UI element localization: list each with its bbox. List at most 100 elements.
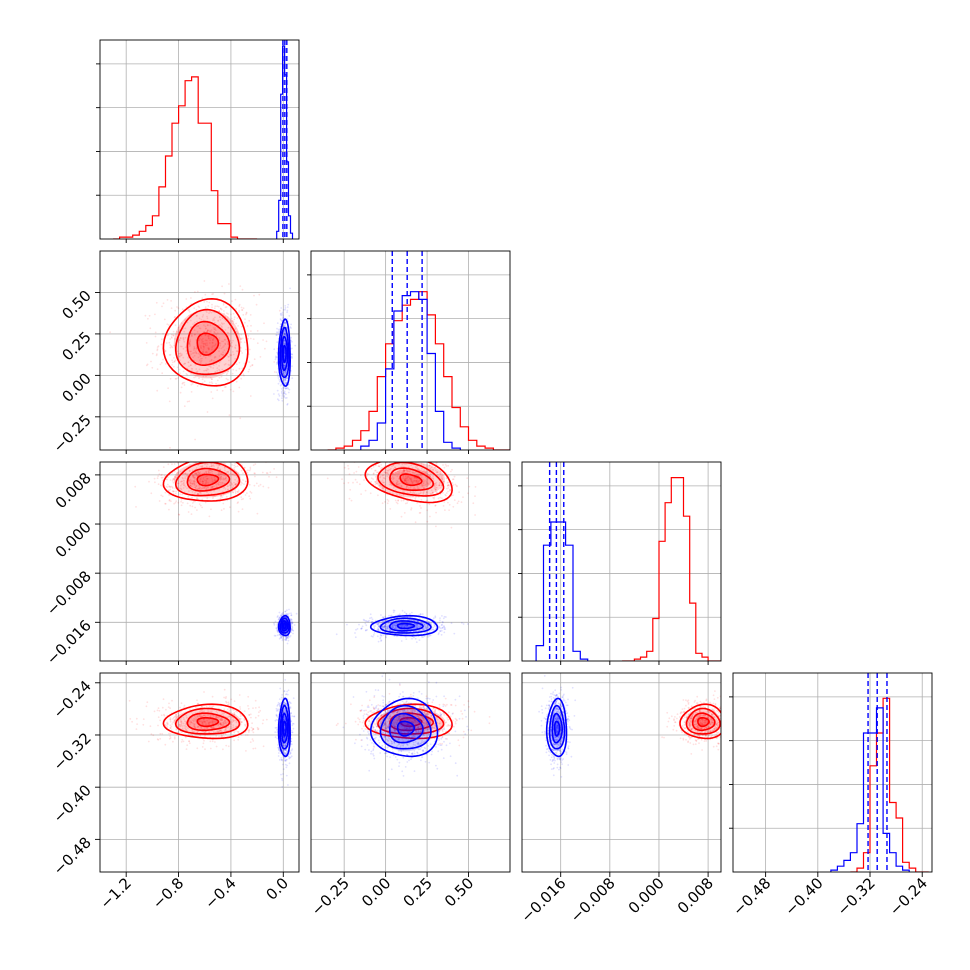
scatter-point (168, 702, 170, 705)
scatter-point (359, 474, 362, 477)
scatter-point (190, 332, 193, 335)
scatter-point (291, 353, 293, 356)
scatter-point (398, 469, 401, 472)
scatter-point (194, 487, 197, 489)
scatter-point (376, 629, 379, 631)
scatter-point (237, 325, 240, 327)
scatter-point (220, 477, 223, 480)
scatter-point (232, 353, 235, 356)
scatter-point (168, 737, 171, 740)
scatter-point (438, 484, 441, 487)
scatter-point (211, 348, 213, 351)
scatter-point (414, 466, 417, 468)
scatter-point (158, 500, 161, 502)
scatter-point (180, 354, 183, 357)
scatter-point (200, 347, 203, 350)
scatter-point (231, 341, 233, 344)
scatter-point (198, 368, 201, 371)
scatter-point (182, 487, 185, 489)
scatter-point (239, 285, 242, 287)
scatter-point (169, 720, 172, 723)
red-contour (389, 467, 435, 492)
scatter-point (403, 611, 406, 614)
scatter-point (177, 501, 180, 504)
scatter-point (377, 628, 380, 631)
scatter-point (203, 710, 206, 713)
scatter-point (205, 465, 208, 468)
scatter-point (185, 714, 188, 717)
scatter-point (156, 368, 159, 371)
scatter-point (205, 723, 207, 725)
scatter-point (226, 316, 229, 318)
scatter-point (398, 471, 401, 474)
scatter-point (234, 298, 237, 301)
scatter-point (182, 479, 185, 482)
scatter-point (381, 453, 383, 455)
scatter-point (164, 350, 167, 352)
scatter-point (148, 314, 151, 317)
hist-red-p1 (327, 291, 510, 450)
scatter-point (178, 355, 181, 358)
scatter-point (166, 721, 169, 724)
scatter-point (190, 353, 193, 355)
scatter-point (443, 466, 446, 469)
scatter-point (248, 714, 251, 716)
scatter-point (413, 477, 416, 479)
scatter-point (420, 621, 423, 624)
scatter-point (377, 625, 380, 628)
scatter-point (220, 719, 223, 721)
scatter-point (180, 500, 183, 503)
scatter-point (405, 613, 408, 616)
scatter-point (235, 710, 237, 712)
scatter-point (205, 369, 208, 372)
scatter-point (234, 357, 237, 360)
scatter-point (179, 337, 182, 339)
scatter-point (290, 323, 292, 326)
scatter-point (378, 465, 381, 468)
scatter-point (413, 472, 416, 475)
scatter-point (370, 621, 373, 623)
scatter-point (258, 711, 260, 714)
scatter-point (174, 309, 177, 312)
scatter-point (383, 477, 386, 479)
scatter-point (252, 747, 255, 750)
scatter-point (182, 356, 185, 359)
scatter-point (240, 498, 243, 501)
scatter-point (366, 472, 369, 475)
scatter-point (225, 377, 228, 380)
scatter-point (183, 704, 186, 707)
scatter-point (189, 470, 191, 472)
scatter-point (379, 636, 382, 638)
scatter-point (377, 465, 380, 467)
scatter-point (273, 393, 275, 395)
scatter-point (283, 387, 286, 389)
scatter-point (412, 481, 414, 483)
scatter-point (411, 481, 413, 484)
scatter-point (474, 495, 476, 497)
scatter-point (173, 357, 175, 359)
scatter-point (439, 619, 441, 622)
scatter-point (439, 453, 441, 455)
scatter-point (240, 377, 243, 380)
scatter-point (347, 464, 349, 467)
scatter-point (406, 459, 408, 461)
scatter-point (210, 391, 213, 393)
scatter-point (235, 725, 237, 728)
scatter-point (410, 507, 413, 509)
scatter-point (216, 731, 219, 733)
scatter-point (166, 486, 169, 488)
scatter-point (365, 620, 368, 623)
scatter-point (249, 337, 252, 340)
scatter-point (218, 472, 221, 474)
scatter-point (276, 322, 279, 324)
scatter-point (285, 639, 287, 641)
scatter-point (284, 378, 286, 381)
scatter-point (405, 477, 407, 480)
scatter-point (421, 455, 423, 457)
scatter-point (232, 390, 235, 393)
scatter-point (223, 474, 226, 477)
scatter-point (440, 624, 443, 626)
scatter-point (205, 477, 208, 480)
scatter-point (281, 397, 283, 400)
scatter-point (173, 490, 175, 493)
